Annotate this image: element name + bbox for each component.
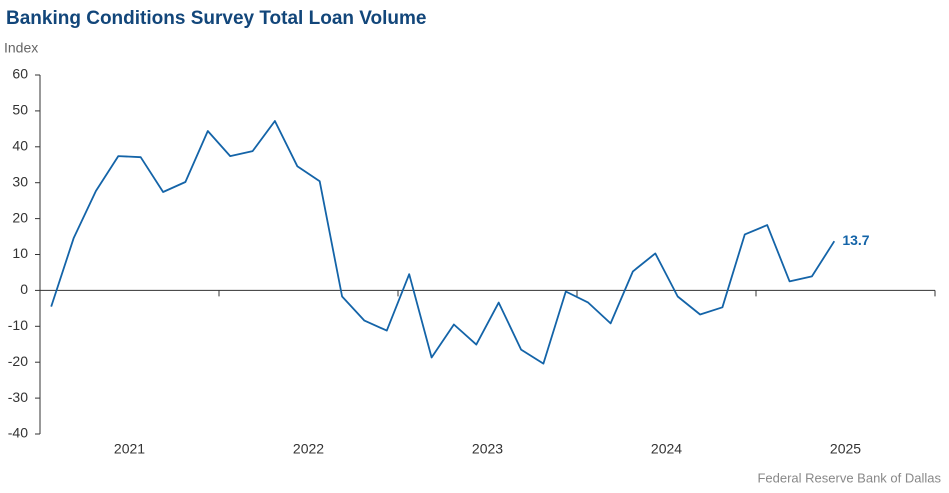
y-tick-label: -10 — [8, 317, 28, 333]
x-tick-label: 2021 — [114, 441, 145, 457]
y-tick-label: 60 — [12, 66, 28, 82]
x-tick-label: 2023 — [472, 441, 503, 457]
value-label: 13.7 — [842, 232, 869, 248]
y-tick-label: 0 — [20, 281, 28, 297]
source: Federal Reserve Bank of Dallas — [757, 470, 941, 485]
y-tick-label: -20 — [8, 353, 28, 369]
y-tick-label: 20 — [12, 209, 28, 225]
x-tick-label: 2022 — [293, 441, 324, 457]
y-tick-label: 50 — [12, 102, 28, 118]
x-tick-label: 2025 — [830, 441, 861, 457]
y-tick-label: -40 — [8, 425, 28, 441]
y-axis-label: Index — [4, 40, 38, 56]
y-tick-label: 10 — [12, 245, 28, 261]
x-tick-label: 2024 — [651, 441, 682, 457]
y-tick-label: 30 — [12, 173, 28, 189]
data-line — [50, 120, 836, 365]
chart-title: Banking Conditions Survey Total Loan Vol… — [6, 8, 427, 29]
y-tick-label: 40 — [12, 138, 28, 154]
y-tick-label: -30 — [8, 389, 28, 405]
